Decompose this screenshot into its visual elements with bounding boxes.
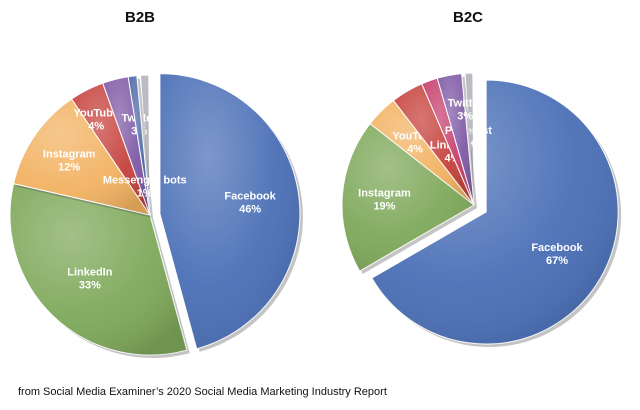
b2b-value-youtube: 4% [88,121,104,133]
b2c-slice-linkedin [392,83,477,208]
b2c-value-twitter: 3% [457,110,473,122]
b2b-value-facebook: 46% [239,204,261,216]
b2b-value-instagram: 12% [58,162,80,174]
b2b-label-linkedin: LinkedIn [67,267,113,279]
b2b-slice-messenger-bots [127,75,153,218]
b2b-slice-facebook [159,73,303,352]
b2c-label-facebook: Facebook [531,242,583,254]
b2c-slice-instagram [341,122,477,275]
b2c-slice-pinterest [421,77,477,208]
b2b-value-linkedin: 33% [79,280,101,292]
b2b-slice-linkedin [9,182,190,358]
b2b-label-facebook: Facebook [224,191,276,203]
b2b-label-messenger-bots: Messenger bots [103,174,187,186]
b2c-slice-twitter [436,73,477,209]
b2c-chart-title: B2C [453,9,483,26]
b2b-slice-youtube [70,82,153,218]
b2b-value-messenger-bots: 1% [137,187,153,199]
b2c-label-instagram: Instagram [358,188,411,200]
b2c-slice-youtube [369,99,477,208]
b2b-slice-instagram [12,98,153,218]
b2c-pie: Facebook67%Instagram19%YouTube4%LinkedIn… [341,72,622,347]
b2b-label-youtube: YouTube [73,108,118,120]
b2c-slice-facebook [371,79,622,347]
b2c-pie-remainder [464,72,475,206]
b2b-chart-title: B2B [125,9,155,26]
b2b-pie-remainder [139,74,151,216]
b2b-label-instagram: Instagram [43,149,96,161]
b2c-value-instagram: 19% [373,201,395,213]
source-note: from Social Media Examiner’s 2020 Social… [18,386,387,398]
b2c-value-facebook: 67% [546,255,568,267]
b2c-value-youtube: 4% [407,144,423,156]
b2c-label-twitter: Twitter [448,97,484,109]
